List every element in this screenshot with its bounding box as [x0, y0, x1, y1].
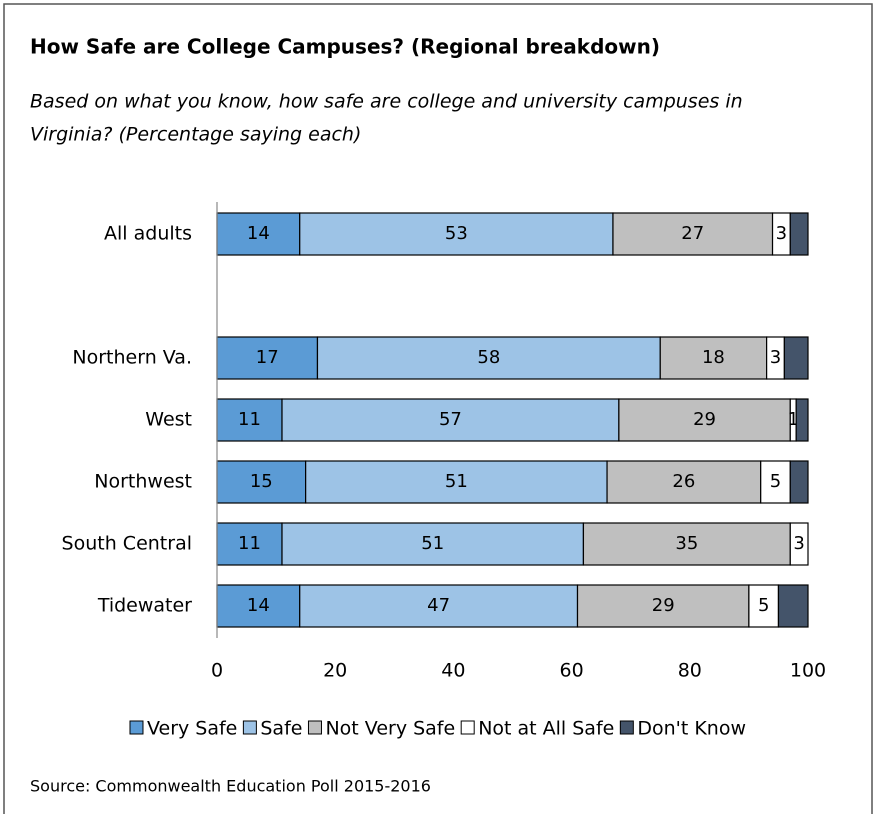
chart-subtitle: Based on what you know, how safe are col…	[30, 91, 743, 113]
chart-subtitle: Virginia? (Percentage saying each)	[30, 124, 361, 146]
data-label: 15	[250, 471, 273, 492]
data-label: 57	[439, 409, 462, 430]
legend-swatch	[619, 720, 634, 735]
data-label: 26	[672, 471, 695, 492]
legend-label: Not at All Safe	[478, 718, 614, 740]
bar-segment	[760, 460, 791, 504]
bar-segment	[659, 336, 768, 380]
bar-segment	[612, 212, 774, 256]
bar-segment	[748, 584, 780, 628]
data-label: 27	[681, 223, 704, 244]
legend-label: Don't Know	[637, 718, 746, 740]
bar-segment	[795, 398, 809, 442]
y-tick-label: Tidewater	[97, 595, 192, 617]
bar-segment	[216, 398, 283, 442]
legend-swatch	[307, 720, 322, 735]
data-label: 14	[247, 223, 270, 244]
data-label: 29	[693, 409, 716, 430]
bar-segment	[777, 584, 809, 628]
data-label: 3	[776, 223, 787, 244]
x-tick-label: 60	[560, 660, 584, 682]
source: Source: Commonwealth Education Poll 2015…	[30, 777, 431, 796]
chart-title: How Safe are College Campuses? (Regional…	[30, 35, 660, 59]
bar-segment	[789, 212, 809, 256]
legend-swatch	[129, 720, 144, 735]
legend-label: Not Very Safe	[325, 718, 455, 740]
legend-swatch	[242, 720, 257, 735]
bar-segment	[316, 336, 661, 380]
data-label: 11	[238, 533, 261, 554]
x-tick-label: 20	[323, 660, 347, 682]
bar-segment	[281, 522, 585, 566]
data-label: 47	[427, 595, 450, 616]
legend-label: Safe	[260, 718, 302, 740]
y-tick-label: Northwest	[94, 471, 192, 493]
data-label: 29	[652, 595, 675, 616]
data-label: 11	[238, 409, 261, 430]
data-label: 3	[770, 347, 781, 368]
y-tick-label: Northern Va.	[72, 347, 192, 369]
data-label: 58	[477, 347, 500, 368]
bar-segment	[299, 584, 579, 628]
x-tick-label: 100	[790, 660, 826, 682]
bar-segment	[606, 460, 762, 504]
data-label: 53	[445, 223, 468, 244]
y-tick-label: West	[145, 409, 192, 431]
data-label: 51	[421, 533, 444, 554]
bar-segment	[216, 460, 307, 504]
data-label: 1	[787, 409, 798, 430]
bar-segment	[576, 584, 750, 628]
bar-segment	[216, 212, 301, 256]
bar-segment	[216, 522, 283, 566]
bar-segment	[582, 522, 791, 566]
data-label: 35	[675, 533, 698, 554]
data-label: 5	[770, 471, 781, 492]
data-label: 18	[702, 347, 725, 368]
legend-label: Very Safe	[147, 718, 237, 740]
bar-segment	[789, 522, 809, 566]
bar-segment	[783, 336, 809, 380]
bar-segment	[305, 460, 608, 504]
legend-swatch	[460, 720, 475, 735]
bar-segment	[281, 398, 620, 442]
y-tick-label: All adults	[104, 223, 192, 245]
bar-segment	[618, 398, 791, 442]
x-tick-label: 40	[441, 660, 465, 682]
bar-segment	[789, 460, 809, 504]
bar-segment	[299, 212, 614, 256]
x-tick-label: 80	[678, 660, 702, 682]
data-label: 5	[758, 595, 769, 616]
data-label: 51	[445, 471, 468, 492]
x-tick-label: 0	[211, 660, 223, 682]
data-label: 14	[247, 595, 270, 616]
y-tick-label: South Central	[62, 533, 192, 555]
data-label: 17	[256, 347, 279, 368]
data-label: 3	[793, 533, 804, 554]
